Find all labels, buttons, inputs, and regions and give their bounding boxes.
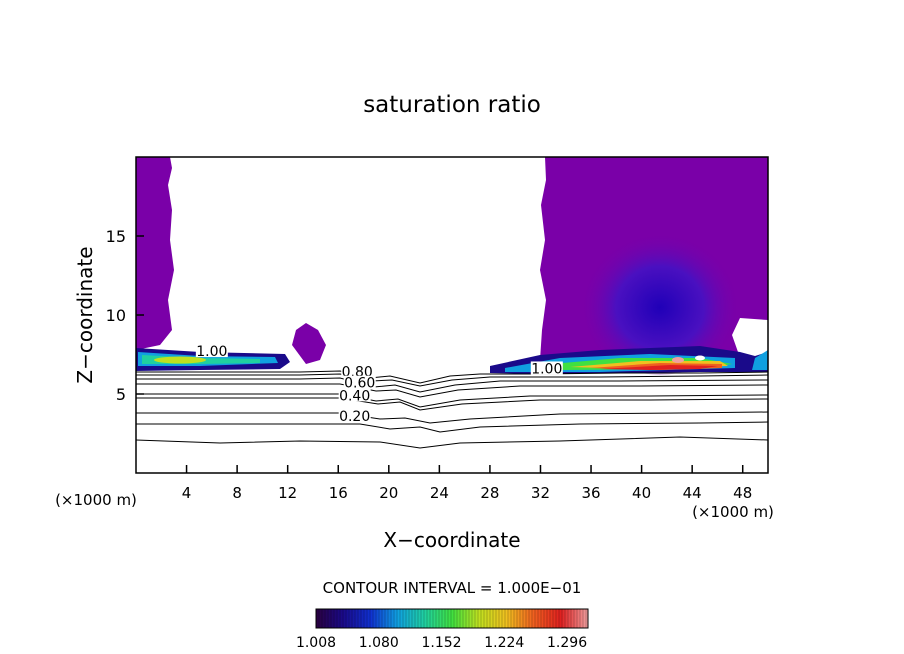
supersaturated-column-left [136,157,174,350]
colorbar-tick-label: 1.080 [359,635,399,651]
contour-label: 1.00 [531,361,562,377]
contour-label: 1.00 [196,344,227,360]
contour-label: 0.40 [339,388,370,404]
x-tick-label: 12 [278,484,297,502]
x-tick-label: 32 [531,484,550,502]
contour-label-background [530,361,563,375]
x-tick-label: 44 [683,484,702,502]
cloud-layer-left [136,348,290,371]
plot-area [136,157,768,449]
x-tick-label: 4 [182,484,192,502]
x-tick-label: 16 [329,484,348,502]
colorbar-tick-label: 1.152 [421,635,461,651]
contour-label: 0.60 [344,376,375,392]
colorbar-tick-label: 1.008 [296,635,336,651]
x-tick-label: 48 [733,484,752,502]
y-tick-label: 5 [116,385,126,404]
y-axis-label: Z−coordinate [73,246,97,383]
contour-label-background [338,408,371,422]
contour-label-background [338,388,371,402]
y-axis-ticks: 5 10 15 [106,227,144,404]
x-axis-label: X−coordinate [383,528,520,552]
colorbar-tick-label: 1.224 [484,635,524,651]
chart-title: saturation ratio [363,92,541,118]
x-tick-label: 8 [232,484,242,502]
x-unit-label-right: (×1000 m) [692,503,774,521]
x-axis-ticks: 4 8 12 16 20 24 28 32 36 40 44 48 [182,465,752,502]
x-tick-label: 28 [480,484,499,502]
y-tick-label: 10 [106,306,126,325]
colorbar-tick-labels: 1.008 1.080 1.152 1.224 1.296 [296,635,587,651]
contour-label-background [341,364,374,378]
blue-core-region [580,225,740,375]
contour-label-background [343,375,376,389]
contour-label-background [195,344,228,358]
contour-lines [136,370,768,449]
colorbar-stripes [318,609,587,628]
supersaturated-bump [292,323,326,364]
x-tick-label: 20 [379,484,398,502]
x-tick-label: 36 [581,484,600,502]
x-tick-label: 24 [430,484,449,502]
colorbar-tick-label: 1.296 [547,635,587,651]
colorbar: 1.008 1.080 1.152 1.224 1.296 [296,608,589,651]
y-tick-label: 15 [106,227,126,246]
x-tick-label: 40 [632,484,651,502]
contour-labels: 1.001.000.800.600.400.20 [195,344,563,425]
contour-interval-text: CONTOUR INTERVAL = 1.000E−01 [323,579,582,597]
x-unit-label-left: (×1000 m) [55,491,137,509]
contour-label: 0.20 [339,409,370,425]
